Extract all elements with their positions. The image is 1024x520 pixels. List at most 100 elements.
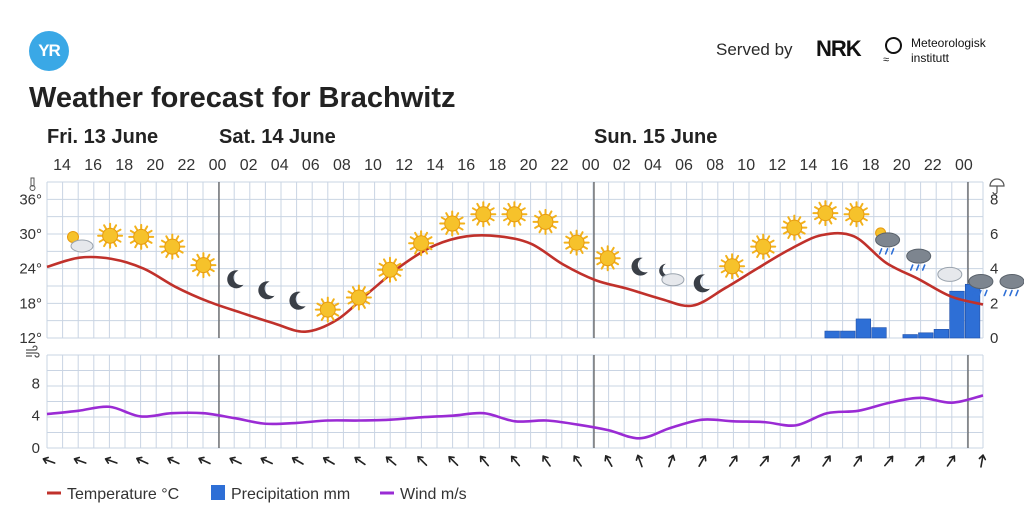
hour-label: 08 bbox=[706, 157, 724, 174]
met-logo-icon[interactable] bbox=[885, 37, 902, 54]
hour-label: 14 bbox=[800, 157, 818, 174]
wind-arrow bbox=[417, 455, 428, 467]
sun-icon bbox=[563, 229, 590, 256]
wind-arrow bbox=[542, 455, 551, 467]
wind-arrow bbox=[946, 455, 956, 467]
wind-arrow bbox=[167, 456, 180, 465]
wind-arrow bbox=[73, 456, 87, 464]
wind-arrow bbox=[884, 455, 894, 467]
partly-cloudy-night-icon bbox=[659, 263, 685, 287]
hour-label: 14 bbox=[53, 157, 71, 174]
sun-icon bbox=[314, 296, 341, 323]
wind-arrow bbox=[448, 455, 459, 467]
sun-icon bbox=[781, 214, 808, 241]
precipitation-bar bbox=[964, 283, 981, 339]
temp-axis-tick: 12° bbox=[19, 330, 42, 347]
temp-axis-tick: 36° bbox=[19, 191, 42, 208]
precipitation-bar bbox=[840, 330, 856, 339]
precipitation-bar bbox=[855, 318, 871, 339]
met-line2: institutt bbox=[911, 51, 950, 65]
wind-arrow bbox=[354, 456, 366, 466]
hour-label: 22 bbox=[551, 157, 569, 174]
sun-icon bbox=[470, 201, 497, 228]
sun-icon bbox=[377, 256, 403, 283]
legend-label: Precipitation mm bbox=[231, 486, 350, 503]
wind-arrow bbox=[604, 455, 613, 467]
wind-arrow bbox=[791, 455, 800, 467]
hour-label: 20 bbox=[146, 157, 164, 174]
precipitation-bar bbox=[824, 330, 840, 339]
hour-label: 04 bbox=[271, 157, 289, 174]
yr-logo[interactable]: YR bbox=[29, 31, 69, 71]
rain-icon bbox=[968, 273, 994, 297]
partly-cloudy-day-icon bbox=[67, 231, 94, 253]
sun-icon bbox=[190, 252, 217, 279]
hour-label: 00 bbox=[209, 157, 227, 174]
sun-icon bbox=[812, 200, 839, 227]
hour-label: 22 bbox=[178, 157, 196, 174]
hour-label: 18 bbox=[862, 157, 880, 174]
hour-label: 16 bbox=[831, 157, 849, 174]
hour-label: 16 bbox=[84, 157, 102, 174]
sun-icon bbox=[408, 230, 435, 257]
hour-label: 04 bbox=[644, 157, 662, 174]
hour-label: 10 bbox=[737, 157, 755, 174]
wind-arrow bbox=[698, 455, 707, 467]
wind-arrow bbox=[822, 455, 831, 467]
temp-axis-tick: 30° bbox=[19, 226, 42, 243]
hour-label: 22 bbox=[924, 157, 942, 174]
precipitation-bar bbox=[949, 290, 965, 339]
hour-label: 02 bbox=[240, 157, 258, 174]
hour-label: 18 bbox=[489, 157, 507, 174]
wind-arrow bbox=[42, 456, 56, 464]
hour-label: 10 bbox=[364, 157, 382, 174]
nrk-logo[interactable]: NRK bbox=[816, 36, 862, 61]
page-title: Weather forecast for Brachwitz bbox=[29, 82, 456, 114]
sun-icon bbox=[719, 253, 746, 280]
legend-label: Temperature °C bbox=[67, 486, 179, 503]
hour-label: 20 bbox=[893, 157, 911, 174]
moon-icon bbox=[258, 281, 275, 300]
legend-swatch-box bbox=[211, 485, 225, 500]
temperature-line bbox=[46, 231, 984, 333]
hour-label: 18 bbox=[115, 157, 133, 174]
wind-arrow bbox=[136, 456, 149, 465]
wind-line bbox=[46, 394, 984, 440]
wind-arrow bbox=[479, 455, 490, 467]
hour-label: 00 bbox=[955, 157, 973, 174]
day-label-0: Fri. 13 June bbox=[47, 126, 158, 148]
precip-axis-tick: 2 bbox=[990, 295, 998, 312]
precipitation-bar bbox=[933, 329, 949, 339]
hour-label: 08 bbox=[333, 157, 351, 174]
hour-label: 06 bbox=[302, 157, 320, 174]
day-label-2: Sun. 15 June bbox=[594, 126, 717, 148]
sun-icon bbox=[594, 245, 621, 272]
precipitation-bar bbox=[918, 332, 934, 339]
wind-arrow bbox=[322, 456, 335, 465]
moon-icon bbox=[631, 257, 648, 276]
temp-axis-tick: 18° bbox=[19, 295, 42, 312]
wind-axis-tick: 8 bbox=[32, 375, 40, 392]
thermometer-icon bbox=[29, 177, 36, 191]
hour-label: 02 bbox=[613, 157, 631, 174]
sun-icon bbox=[501, 201, 528, 228]
wind-arrow bbox=[668, 454, 676, 468]
wind-arrow bbox=[978, 454, 987, 468]
hour-label: 12 bbox=[395, 157, 413, 174]
precip-axis-tick: 8 bbox=[990, 191, 998, 208]
wind-arrow bbox=[728, 455, 738, 467]
sun-icon bbox=[345, 284, 372, 311]
moon-icon bbox=[693, 274, 710, 293]
rain-icon bbox=[999, 273, 1024, 297]
met-logo-text[interactable]: Meteorologisk institutt bbox=[911, 36, 986, 66]
hour-label: 12 bbox=[768, 157, 786, 174]
hour-label: 00 bbox=[582, 157, 600, 174]
wind-axis-tick: 4 bbox=[32, 408, 40, 425]
wind-arrow bbox=[229, 456, 242, 465]
umbrella-icon bbox=[989, 178, 1005, 195]
met-wave-icon: ≈ bbox=[883, 54, 890, 66]
moon-icon bbox=[289, 291, 306, 310]
wind-arrow bbox=[759, 455, 769, 467]
rain-showers-icon bbox=[875, 227, 901, 255]
